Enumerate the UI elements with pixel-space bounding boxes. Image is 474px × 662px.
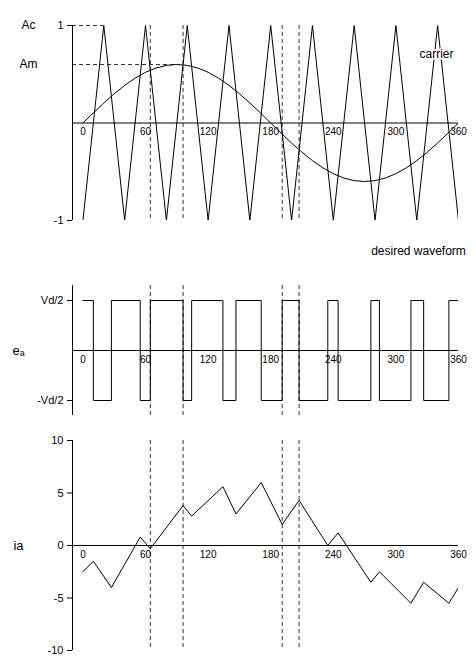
svg-text:240: 240 (325, 549, 342, 560)
svg-text:180: 180 (262, 354, 279, 365)
svg-text:360: 360 (450, 549, 467, 560)
svg-text:Am: Am (20, 57, 38, 71)
svg-text:carrier: carrier (419, 47, 453, 61)
svg-text:1: 1 (57, 19, 63, 31)
svg-text:-10: -10 (48, 644, 64, 656)
svg-text:0: 0 (80, 354, 86, 365)
svg-text:240: 240 (325, 354, 342, 365)
svg-text:0: 0 (57, 539, 63, 551)
svg-text:-Vd/2: -Vd/2 (37, 394, 63, 406)
svg-text:60: 60 (140, 549, 152, 560)
svg-text:desired waveform: desired waveform (371, 244, 466, 258)
svg-text:0: 0 (80, 549, 86, 560)
svg-text:120: 120 (200, 354, 217, 365)
svg-text:300: 300 (388, 549, 405, 560)
svg-text:120: 120 (200, 126, 217, 137)
svg-text:Vd/2: Vd/2 (41, 294, 64, 306)
svg-text:60: 60 (140, 126, 152, 137)
svg-text:60: 60 (140, 354, 152, 365)
svg-text:360: 360 (450, 354, 467, 365)
svg-text:300: 300 (388, 354, 405, 365)
svg-text:240: 240 (325, 126, 342, 137)
svg-text:-1: -1 (54, 214, 64, 226)
svg-text:10: 10 (51, 434, 63, 446)
svg-text:180: 180 (262, 549, 279, 560)
svg-text:180: 180 (262, 126, 279, 137)
svg-text:eₐ: eₐ (12, 343, 24, 358)
svg-text:-5: -5 (54, 592, 64, 604)
svg-text:0: 0 (80, 126, 86, 137)
svg-text:300: 300 (388, 126, 405, 137)
svg-text:ia: ia (13, 538, 24, 553)
svg-text:120: 120 (200, 549, 217, 560)
svg-text:5: 5 (57, 487, 63, 499)
svg-text:360: 360 (450, 126, 467, 137)
svg-text:Ac: Ac (21, 18, 35, 32)
